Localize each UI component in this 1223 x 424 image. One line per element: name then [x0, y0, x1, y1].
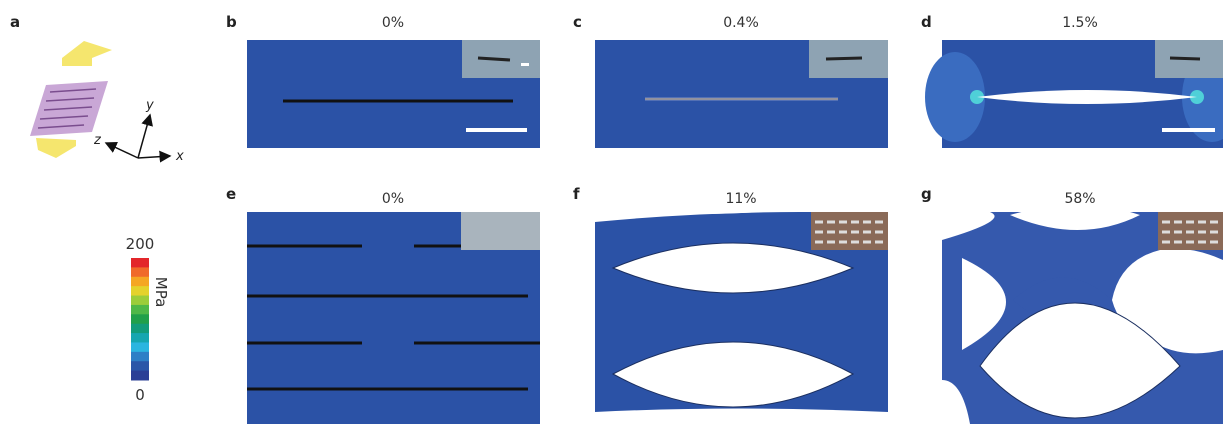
- panel-f: [595, 212, 888, 424]
- strain-label: 58%: [1064, 191, 1095, 207]
- panel-b: [247, 40, 540, 148]
- panel-label: b: [226, 13, 237, 31]
- colorbar-step: [131, 267, 149, 278]
- colorbar-step: [131, 258, 149, 268]
- colorbar-step: [131, 286, 149, 297]
- strain-label: 0.4%: [723, 15, 759, 31]
- colorbar-step: [131, 314, 149, 325]
- strain-label: 0%: [382, 15, 404, 31]
- schematic: [30, 41, 172, 163]
- panel-label: g: [921, 185, 932, 203]
- colorbar-step: [131, 342, 149, 353]
- strain-label: 1.5%: [1062, 15, 1098, 31]
- panel-e: [247, 212, 540, 424]
- axis-label: z: [93, 133, 102, 148]
- colorbar-step: [131, 304, 149, 315]
- colorbar-step: [131, 370, 149, 381]
- strain-label: 11%: [725, 191, 756, 207]
- colorbar: [131, 258, 149, 381]
- colorbar-max: 200: [126, 235, 155, 253]
- colorbar-step: [131, 333, 149, 343]
- axis-label: y: [145, 98, 154, 113]
- panel-label: a: [10, 13, 20, 31]
- panel-label: d: [921, 13, 932, 31]
- colorbar-step: [131, 323, 149, 334]
- panel-label: c: [573, 13, 582, 31]
- colorbar-step: [131, 351, 149, 362]
- colorbar-step: [131, 295, 149, 306]
- colorbar-min: 0: [135, 386, 145, 404]
- panel-g: [942, 205, 1223, 424]
- panel-label: e: [226, 185, 236, 203]
- strain-label: 0%: [382, 191, 404, 207]
- axis-label: x: [175, 149, 184, 164]
- panel-d: [925, 40, 1223, 148]
- panel-label: f: [573, 185, 580, 203]
- colorbar-unit: MPa: [152, 277, 170, 308]
- colorbar-step: [131, 276, 149, 287]
- colorbar-step: [131, 361, 149, 372]
- panel-c: [595, 40, 888, 148]
